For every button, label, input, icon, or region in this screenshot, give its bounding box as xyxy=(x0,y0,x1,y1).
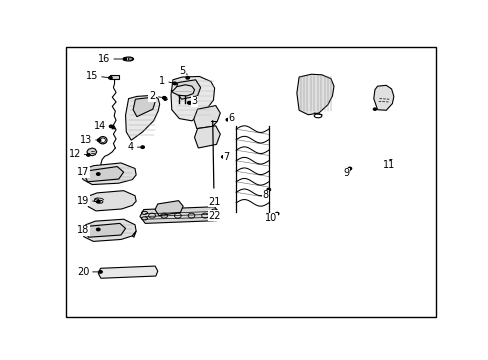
Circle shape xyxy=(141,146,144,148)
Text: 18: 18 xyxy=(77,225,89,235)
Polygon shape xyxy=(193,105,220,129)
Polygon shape xyxy=(133,97,155,117)
Circle shape xyxy=(275,212,278,215)
Text: 16: 16 xyxy=(98,54,110,64)
Circle shape xyxy=(173,82,176,85)
Text: 11: 11 xyxy=(382,160,395,170)
Text: 3: 3 xyxy=(191,96,197,107)
Polygon shape xyxy=(81,163,136,185)
Text: 14: 14 xyxy=(94,121,106,131)
Text: 19: 19 xyxy=(77,195,89,206)
Text: 13: 13 xyxy=(80,135,92,145)
Bar xyxy=(110,75,119,79)
Circle shape xyxy=(96,173,100,175)
Text: 10: 10 xyxy=(264,213,277,224)
Circle shape xyxy=(86,154,90,156)
Text: 15: 15 xyxy=(86,72,98,81)
Text: 8: 8 xyxy=(262,190,268,200)
Polygon shape xyxy=(155,201,183,216)
Polygon shape xyxy=(85,223,125,237)
Polygon shape xyxy=(171,76,214,121)
Polygon shape xyxy=(84,167,123,182)
Text: 17: 17 xyxy=(77,167,89,177)
Text: 20: 20 xyxy=(77,267,89,277)
Circle shape xyxy=(211,213,214,216)
Polygon shape xyxy=(132,231,136,237)
Circle shape xyxy=(123,58,126,60)
Text: 22: 22 xyxy=(208,211,221,221)
Text: 4: 4 xyxy=(127,142,134,152)
Polygon shape xyxy=(175,80,200,99)
Text: 9: 9 xyxy=(343,168,349,179)
Polygon shape xyxy=(125,95,159,140)
Circle shape xyxy=(108,77,112,79)
Text: 1: 1 xyxy=(159,76,165,86)
Polygon shape xyxy=(373,85,393,110)
Circle shape xyxy=(347,167,351,170)
Text: 7: 7 xyxy=(223,152,229,162)
Polygon shape xyxy=(87,191,136,211)
Circle shape xyxy=(99,271,102,273)
Circle shape xyxy=(187,102,190,104)
Text: 12: 12 xyxy=(68,149,81,159)
Circle shape xyxy=(109,125,113,127)
Text: 6: 6 xyxy=(228,113,234,123)
Polygon shape xyxy=(171,85,194,96)
Text: 5: 5 xyxy=(179,66,185,76)
Circle shape xyxy=(211,199,215,202)
Circle shape xyxy=(185,77,189,79)
Circle shape xyxy=(96,201,100,203)
Circle shape xyxy=(96,228,100,231)
Circle shape xyxy=(221,156,224,158)
Polygon shape xyxy=(87,148,97,156)
Polygon shape xyxy=(140,207,219,223)
Circle shape xyxy=(97,139,101,141)
Circle shape xyxy=(162,96,165,99)
Circle shape xyxy=(388,160,392,162)
Circle shape xyxy=(226,118,229,121)
Polygon shape xyxy=(194,126,220,148)
Polygon shape xyxy=(98,266,158,278)
Polygon shape xyxy=(296,74,333,115)
Circle shape xyxy=(373,108,376,110)
Circle shape xyxy=(266,188,270,191)
Text: 21: 21 xyxy=(208,197,221,207)
Text: 2: 2 xyxy=(148,91,155,102)
Polygon shape xyxy=(82,219,136,242)
